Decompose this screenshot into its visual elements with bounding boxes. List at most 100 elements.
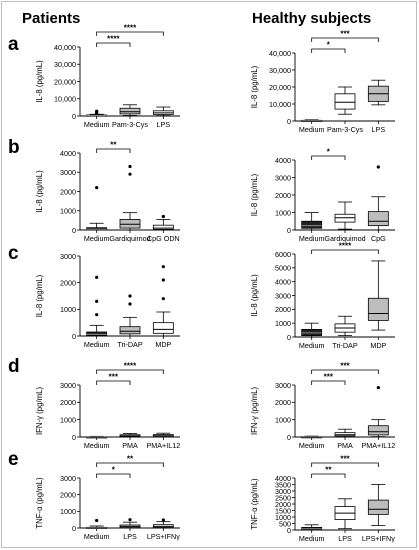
y-tick-label: 3000 bbox=[60, 252, 76, 261]
y-tick-label: 500 bbox=[279, 519, 291, 528]
y-tick-label: 4000 bbox=[60, 149, 76, 158]
chart-b-patients: 0 1000 2000 3000 4000 IL-8 (pg/mL) Medium Gardi… bbox=[35, 141, 180, 243]
y-tick-label: 0 bbox=[72, 433, 76, 442]
y-tick-label: 2000 bbox=[275, 305, 291, 314]
outlier-point bbox=[95, 313, 99, 317]
y-tick-label: 1500 bbox=[275, 506, 291, 515]
x-tick-label: PMA+IL12 bbox=[361, 441, 395, 450]
chart-c-healthy: 0 1000 2000 3000 4000 5000 6000 IL-8 (pg/mL) Med… bbox=[250, 242, 395, 350]
significance-label: **** bbox=[124, 362, 137, 371]
chart-e-patients: 0 1000 2000 3000 TNF-α (pg/mL) Medium LPS LPS+I… bbox=[35, 455, 180, 542]
outlier-point bbox=[128, 518, 132, 522]
box-1 bbox=[119, 212, 141, 231]
y-tick-label: 40,000 bbox=[54, 43, 76, 52]
y-tick-label: 3000 bbox=[275, 381, 291, 390]
y-tick-label: 3000 bbox=[275, 487, 291, 496]
y-tick-label: 3000 bbox=[60, 168, 76, 177]
chart-d-healthy: 0 1000 2000 3000 IFN-γ (pg/mL) Medium PMA PMA+I… bbox=[250, 362, 395, 451]
y-tick-label: 4000 bbox=[275, 156, 291, 165]
x-tick-label: Pam-3-Cys bbox=[327, 125, 363, 134]
y-tick-label: 2500 bbox=[275, 493, 291, 502]
outlier-point bbox=[161, 518, 165, 522]
y-tick-label: 2000 bbox=[60, 490, 76, 499]
box-1 bbox=[119, 521, 141, 529]
x-tick-label: Medium bbox=[299, 234, 325, 243]
y-tick-label: 0 bbox=[72, 226, 76, 235]
box-2 bbox=[152, 219, 174, 231]
x-tick-label: Medium bbox=[299, 534, 325, 543]
x-tick-label: Medium bbox=[299, 441, 325, 450]
box-0 bbox=[301, 119, 323, 122]
outlier-point bbox=[161, 214, 165, 219]
chart-b-healthy: 0 1000 2000 3000 4000 IL-8 (pg/mL) Medium Gardi… bbox=[250, 148, 395, 243]
box-0 bbox=[86, 222, 108, 231]
outlier-point bbox=[128, 302, 132, 306]
x-tick-label: Medium bbox=[84, 340, 110, 349]
box-0 bbox=[301, 212, 323, 231]
x-tick-label: Medium bbox=[84, 532, 110, 541]
chart-a-patients: 0 10,000 20,000 30,000 40,000 IL-8 (pg/mL) Med… bbox=[35, 24, 180, 129]
x-tick-label: Gardiquimod bbox=[109, 234, 150, 243]
box-1 bbox=[334, 498, 356, 530]
panel-letter-a: a bbox=[8, 34, 19, 55]
significance-bracket bbox=[96, 42, 131, 47]
y-tick-label: 1000 bbox=[60, 207, 76, 216]
y-tick-label: 0 bbox=[72, 332, 76, 341]
box-2 bbox=[152, 311, 174, 337]
healthy-subjects-header: Healthy subjects bbox=[252, 10, 372, 27]
significance-label: **** bbox=[339, 242, 352, 251]
outlier-point bbox=[95, 109, 99, 113]
box-0 bbox=[301, 435, 323, 439]
box-body bbox=[367, 211, 389, 227]
significance-label: *** bbox=[340, 362, 350, 371]
box-0 bbox=[86, 435, 108, 439]
x-tick-label: LPS bbox=[372, 125, 386, 134]
x-tick-label: LPS bbox=[123, 532, 137, 541]
x-tick-label: Pam-3-Cys bbox=[112, 120, 148, 129]
y-tick-label: 4000 bbox=[275, 474, 291, 483]
significance-bracket bbox=[311, 473, 346, 478]
y-axis-label: TNF-α (pg/mL) bbox=[250, 478, 259, 530]
outlier-point bbox=[376, 165, 380, 169]
box-1 bbox=[334, 315, 356, 337]
chart-c-patients: 0 1000 2000 3000 IL-8 (pg/mL) Medium Tri-DAP MD… bbox=[35, 252, 180, 349]
significance-bracket bbox=[311, 369, 379, 374]
y-tick-label: 3000 bbox=[60, 474, 76, 483]
y-axis-label: IL-8 (pg/mL) bbox=[35, 60, 44, 103]
y-tick-label: 2000 bbox=[275, 500, 291, 509]
box-body bbox=[152, 322, 174, 334]
y-tick-label: 0 bbox=[72, 524, 76, 533]
y-tick-label: 2000 bbox=[60, 187, 76, 196]
outlier-point bbox=[128, 294, 132, 298]
outlier-point bbox=[161, 278, 165, 282]
significance-label: * bbox=[112, 466, 116, 475]
box-1 bbox=[334, 428, 356, 438]
y-tick-label: 6000 bbox=[275, 250, 291, 259]
y-tick-label: 1000 bbox=[275, 319, 291, 328]
y-tick-label: 1000 bbox=[60, 507, 76, 516]
box-2 bbox=[367, 419, 389, 438]
outlier-point bbox=[376, 386, 380, 390]
y-tick-label: 40,000 bbox=[269, 49, 291, 58]
box-body bbox=[152, 224, 174, 230]
x-tick-label: Medium bbox=[84, 120, 110, 129]
y-tick-label: 2000 bbox=[60, 278, 76, 287]
y-tick-label: 1000 bbox=[275, 208, 291, 217]
box-0 bbox=[301, 322, 323, 338]
significance-label: **** bbox=[107, 35, 120, 44]
y-tick-label: 5000 bbox=[275, 264, 291, 273]
y-tick-label: 1000 bbox=[275, 415, 291, 424]
significance-bracket bbox=[311, 249, 379, 254]
significance-bracket bbox=[311, 380, 346, 385]
outlier-point bbox=[95, 518, 99, 523]
significance-bracket bbox=[311, 155, 346, 160]
box-1 bbox=[119, 433, 141, 438]
y-tick-label: 0 bbox=[287, 117, 291, 126]
significance-label: ** bbox=[325, 466, 332, 475]
y-tick-label: 0 bbox=[287, 333, 291, 342]
outlier-point bbox=[161, 265, 165, 269]
box-body bbox=[367, 499, 389, 515]
y-tick-label: 30,000 bbox=[269, 66, 291, 75]
